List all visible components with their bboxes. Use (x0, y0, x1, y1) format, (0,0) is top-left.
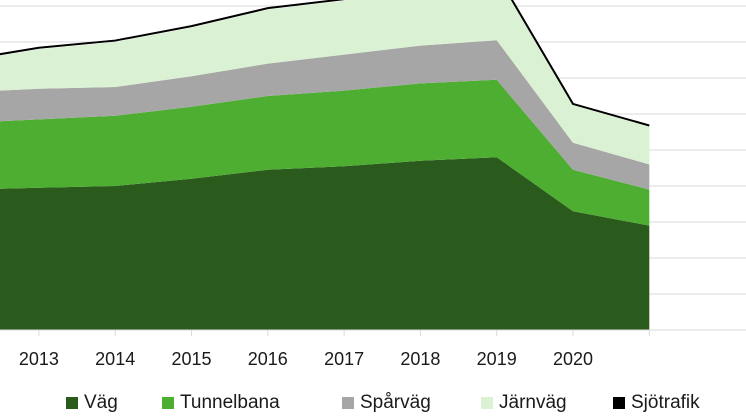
x-tick-label: 2015 (171, 349, 211, 369)
legend-swatch (162, 397, 174, 409)
series-area-3 (0, 0, 650, 165)
legend-item: Järnväg (481, 392, 567, 414)
x-tick-label: 2016 (248, 349, 288, 369)
series-area-sjotrafik (0, 0, 650, 127)
legend-swatch (481, 397, 493, 409)
x-axis-ticks (38, 330, 650, 336)
x-tick-label: 2018 (400, 349, 440, 369)
legend: Väg Tunnelbana Spårväg Järnväg Sjötrafik (0, 392, 746, 416)
x-tick-label: 2019 (477, 349, 517, 369)
legend-item: Väg (66, 392, 118, 414)
x-tick-label: 2017 (324, 349, 364, 369)
x-tick-label: 2014 (95, 349, 135, 369)
legend-label: Spårväg (360, 392, 431, 413)
legend-swatch (66, 397, 78, 409)
series-area-0 (0, 157, 650, 330)
legend-label: Järnväg (499, 392, 567, 413)
legend-swatch (613, 397, 625, 409)
legend-item: Sjötrafik (613, 392, 700, 414)
x-axis-tick-labels: 2011201220132014201520162017201820192020 (19, 349, 593, 369)
x-tick-label: 2020 (553, 349, 593, 369)
legend-label: Tunnelbana (180, 392, 280, 413)
plot-area (0, 0, 650, 330)
series-area-1 (0, 79, 650, 226)
legend-label: Sjötrafik (631, 392, 700, 413)
legend-item: Spårväg (342, 392, 431, 414)
legend-label: Väg (84, 392, 118, 413)
x-tick-label: 2013 (19, 349, 59, 369)
legend-item: Tunnelbana (162, 392, 280, 414)
legend-swatch (342, 397, 354, 409)
series-area-2 (0, 40, 650, 190)
